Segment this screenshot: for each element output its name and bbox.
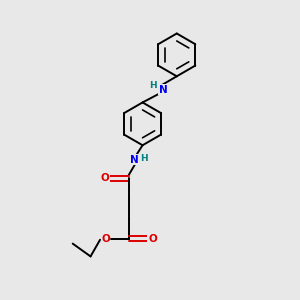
Text: H: H [149,81,157,90]
Text: H: H [140,154,148,163]
Text: N: N [130,154,139,164]
Text: O: O [148,234,157,244]
Text: N: N [159,85,167,95]
Text: O: O [101,234,110,244]
Text: O: O [100,173,109,183]
